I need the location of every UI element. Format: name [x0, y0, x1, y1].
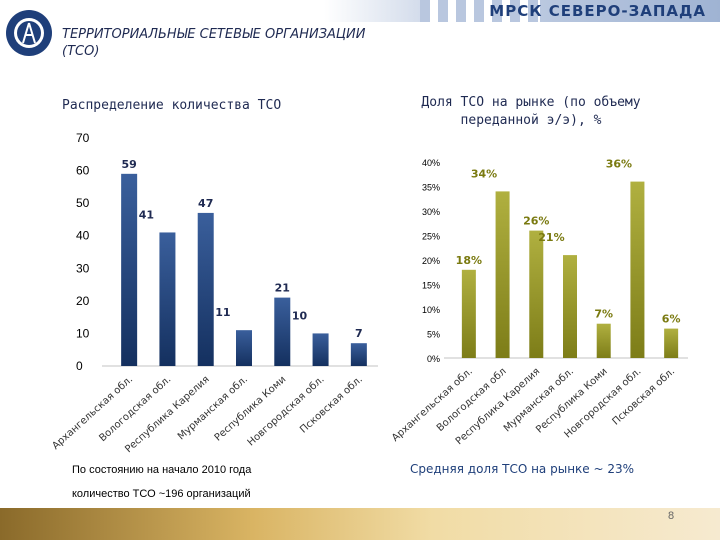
header-stripes	[420, 0, 540, 22]
page-number: 8	[668, 510, 675, 522]
x-tick-label: Новгородская обл.	[246, 374, 327, 448]
y-tick-label: 0%	[427, 354, 440, 364]
x-tick-label: Мурманская обл.	[176, 374, 250, 442]
company-logo	[6, 10, 52, 56]
bar	[197, 212, 214, 366]
y-tick-label: 40	[76, 229, 90, 243]
bar	[350, 343, 367, 366]
y-tick-label: 50	[76, 196, 90, 210]
y-tick-label: 10	[76, 326, 90, 340]
bar	[563, 255, 577, 358]
data-label: 21	[275, 282, 290, 295]
data-label: 18%	[456, 254, 482, 267]
data-label: 36%	[606, 158, 632, 171]
data-label: 11	[215, 306, 230, 319]
y-tick-label: 60	[76, 164, 90, 178]
data-label: 7%	[594, 308, 613, 321]
bar	[596, 323, 611, 358]
footnote-date: По состоянию на начало 2010 года	[72, 464, 252, 476]
bar	[664, 328, 679, 358]
brand-name: МРСК СЕВЕРО-ЗАПАДА	[489, 2, 706, 20]
x-tick-label: Республика Коми	[213, 374, 289, 444]
y-tick-label: 30	[76, 261, 90, 275]
x-tick-label: Вологодская обл.	[97, 374, 173, 444]
page-title: ТЕРРИТОРИАЛЬНЫЕ СЕТЕВЫЕ ОРГАНИЗАЦИИ (ТСО…	[62, 26, 365, 60]
y-tick-label: 30%	[422, 207, 440, 217]
y-tick-label: 10%	[422, 305, 440, 315]
data-label: 41	[139, 208, 154, 221]
bottom-band	[0, 508, 720, 540]
title-line-2: (ТСО)	[62, 44, 100, 59]
left-chart-title: Распределение количества ТСО	[62, 98, 282, 113]
bar	[495, 191, 510, 358]
bar	[274, 297, 291, 366]
bar	[630, 181, 645, 358]
y-tick-label: 25%	[422, 232, 440, 242]
y-tick-label: 40%	[422, 158, 440, 168]
y-tick-label: 15%	[422, 281, 440, 291]
top-band	[0, 0, 720, 22]
y-tick-label: 5%	[427, 330, 440, 340]
bar	[529, 230, 544, 358]
data-label: 6%	[662, 313, 681, 326]
data-label: 21%	[538, 231, 564, 244]
data-label: 34%	[471, 167, 497, 180]
bar	[121, 173, 138, 366]
right-chart-title: Доля ТСО на рынке (по объему переданной …	[421, 95, 641, 128]
x-tick-label: Псковская обл.	[610, 366, 677, 428]
bar	[236, 330, 252, 366]
data-label: 59	[121, 158, 136, 171]
y-tick-label: 20	[76, 294, 90, 308]
y-tick-label: 20%	[422, 256, 440, 266]
bar	[312, 333, 329, 366]
average-share-note: Средняя доля ТСО на рынке ~ 23%	[410, 462, 635, 476]
data-label: 7	[355, 327, 363, 340]
footnote-count: количество ТСО ~196 организаций	[72, 488, 251, 500]
bar	[159, 232, 176, 366]
data-label: 10	[292, 309, 308, 322]
data-label: 47	[198, 197, 213, 210]
data-label: 26%	[523, 215, 549, 228]
y-tick-label: 0	[76, 359, 83, 373]
y-tick-label: 70	[76, 131, 90, 145]
y-tick-label: 35%	[422, 183, 440, 193]
title-line-1: ТЕРРИТОРИАЛЬНЫЕ СЕТЕВЫЕ ОРГАНИЗАЦИИ	[62, 27, 366, 42]
bar	[461, 269, 476, 358]
